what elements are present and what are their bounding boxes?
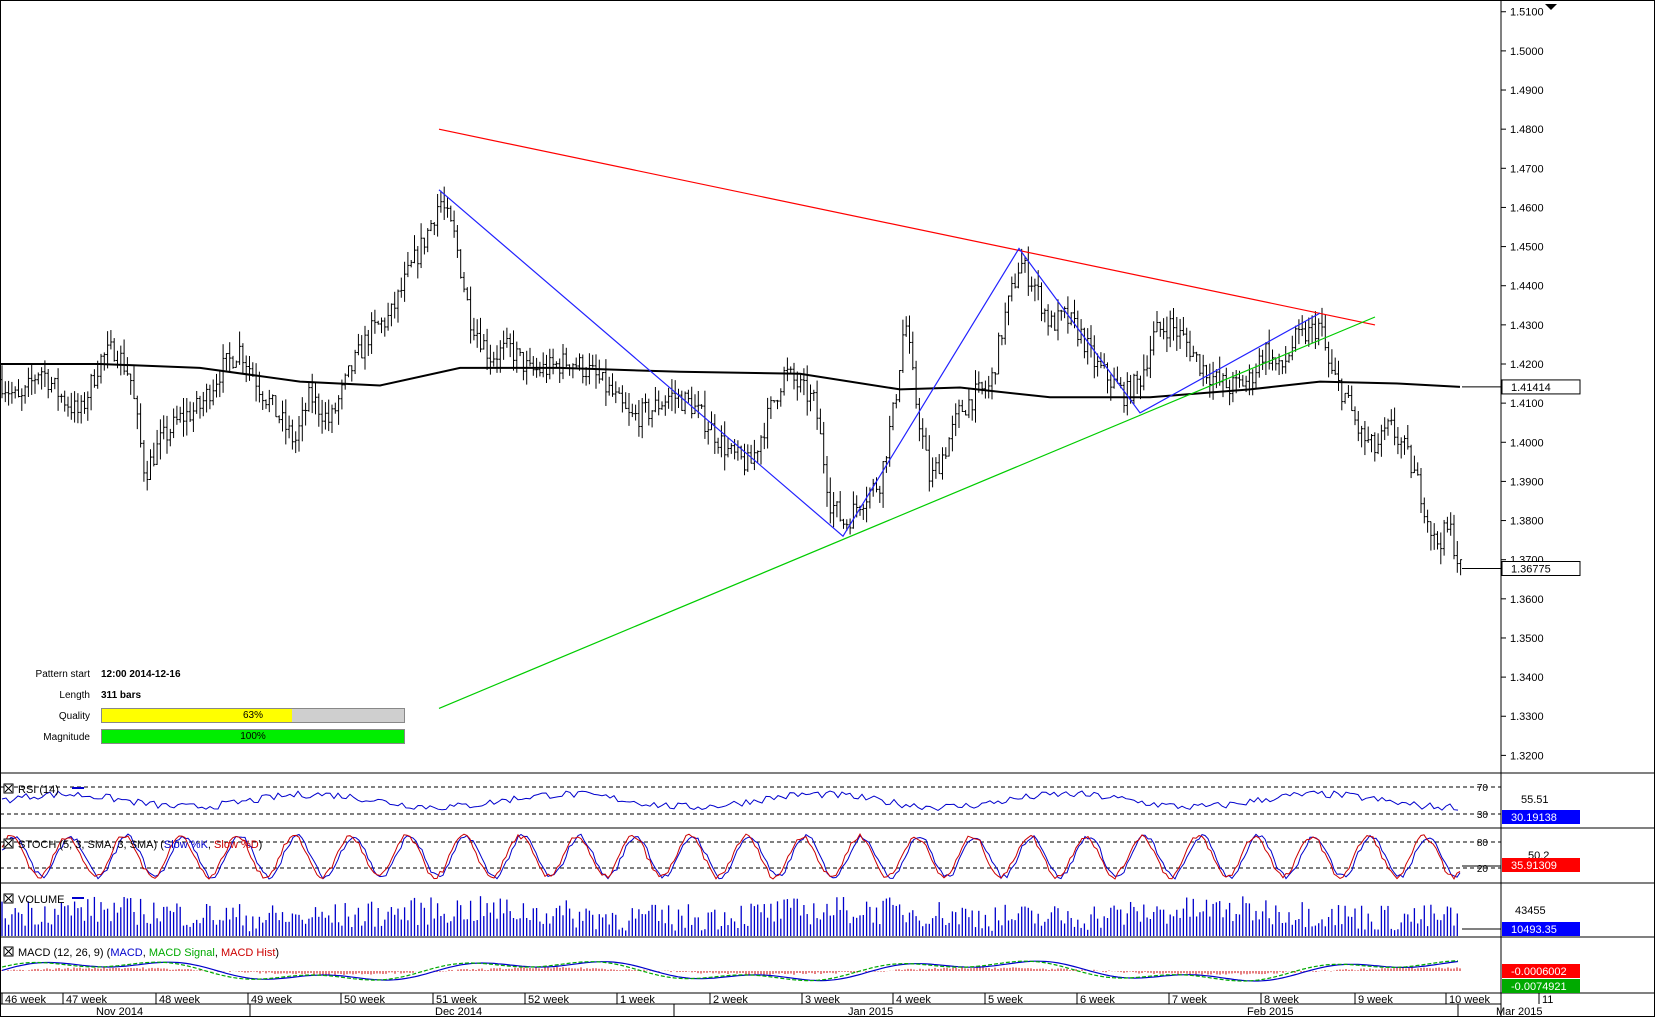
macd-value-box-1 (1502, 964, 1580, 978)
volume-value-box (1502, 922, 1580, 936)
y-tick-label: 1.4300 (1510, 320, 1544, 332)
resistance-line (438, 128, 1376, 326)
week-label: 46 week (5, 994, 46, 1006)
y-tick-label: 1.4500 (1510, 242, 1544, 254)
stoch-value-box (1502, 858, 1580, 872)
scroll-marker-icon (1545, 4, 1557, 10)
macd-line (1, 960, 1459, 982)
magnitude-label: Magnitude (43, 732, 90, 743)
rsi-level-label-30: 30 (1477, 810, 1489, 821)
week-label: 51 week (436, 994, 477, 1006)
rsi-label: RSI (14) (18, 784, 59, 796)
week-label: 48 week (159, 994, 200, 1006)
volume-label: VOLUME (18, 894, 64, 906)
y-tick-label: 1.4200 (1510, 359, 1544, 371)
volume-mid-label: 43455 (1515, 905, 1546, 917)
month-label: Mar 2015 (1496, 1006, 1542, 1017)
stoch-label: STOCH (5, 3, SMA, 3, SMA) (Slow %K, Slow… (18, 839, 262, 851)
rsi-level-label-70: 70 (1477, 783, 1489, 794)
volume-close-icon-x (4, 894, 13, 903)
y-tick-label: 1.4100 (1510, 398, 1544, 410)
week-label: 5 week (988, 994, 1023, 1006)
y-tick-label: 1.5000 (1510, 46, 1544, 58)
moving-average-line (0, 363, 1461, 399)
magnitude-bar-fill (102, 730, 404, 743)
week-label: 3 week (805, 994, 840, 1006)
pattern-length-value: 311 bars (101, 690, 142, 701)
quality-label: Quality (58, 711, 90, 722)
week-label: 2 week (713, 994, 748, 1006)
price-bars (0, 186, 1463, 576)
macd-value-label-2: -0.0074921 (1511, 981, 1567, 993)
rsi-close-icon-x (4, 784, 13, 793)
quality-bar-text: 63% (242, 710, 263, 721)
week-label: 6 week (1080, 994, 1115, 1006)
y-tick-label: 1.4600 (1510, 202, 1544, 214)
week-label: 50 week (344, 994, 385, 1006)
zigzag-line (438, 189, 1321, 538)
week-label: 52 week (528, 994, 569, 1006)
y-tick-label: 1.3600 (1510, 594, 1544, 606)
week-label: 10 week (1449, 994, 1490, 1006)
quality-bar: 63% (101, 708, 405, 723)
y-tick-label: 1.3300 (1510, 711, 1544, 723)
y-tick-label: 1.3900 (1510, 476, 1544, 488)
y-tick-label: 1.4400 (1510, 281, 1544, 293)
week-label: 47 week (66, 994, 107, 1006)
macd-label: MACD (12, 26, 9) (MACD, MACD Signal, MAC… (18, 947, 279, 959)
y-tick-label: 1.4900 (1510, 85, 1544, 97)
week-label: 1 week (620, 994, 655, 1006)
rsi-value-label: 30.19138 (1511, 812, 1557, 824)
rsi-value-box (1502, 810, 1580, 824)
week-label: 9 week (1358, 994, 1393, 1006)
month-label: Nov 2014 (96, 1006, 143, 1017)
reference-price-label: 1.41414 (1511, 382, 1551, 394)
y-tick-label: 1.5100 (1510, 7, 1544, 19)
stoch-value-label: 35.91309 (1511, 860, 1557, 872)
y-tick-label: 1.3400 (1510, 672, 1544, 684)
quality-bar-fill (102, 709, 293, 722)
stoch-slow-k-line (1, 833, 1461, 880)
y-tick-label: 1.3200 (1510, 750, 1544, 762)
week-label: 11 (1542, 994, 1553, 1006)
stoch-level-label-20: 20 (1477, 864, 1489, 875)
magnitude-bar: 100% (101, 729, 405, 744)
week-label: 49 week (251, 994, 292, 1006)
y-tick-label: 1.4000 (1510, 437, 1544, 449)
stoch-slow-d-line (1, 833, 1461, 880)
pattern-length-label: Length (59, 690, 90, 701)
y-tick-label: 1.3500 (1510, 633, 1544, 645)
macd-value-box-2 (1502, 979, 1580, 993)
month-label: Dec 2014 (435, 1006, 482, 1017)
week-label: 8 week (1264, 994, 1299, 1006)
stoch-level-label-80: 80 (1477, 838, 1489, 849)
macd-value-label-1: -0.0006002 (1511, 966, 1567, 978)
y-tick-label: 1.4700 (1510, 163, 1544, 175)
y-tick-label: 1.4800 (1510, 124, 1544, 136)
magnitude-bar-text: 100% (240, 731, 266, 742)
volume-value-label: 10493.35 (1511, 924, 1557, 936)
last-price-label-box (1501, 560, 1581, 576)
stoch-close-icon-x (4, 839, 13, 848)
macd-signal-line (1, 960, 1459, 982)
volume-bars (1, 896, 1458, 936)
rsi-line (1, 790, 1459, 811)
month-label: Feb 2015 (1247, 1006, 1293, 1017)
rsi-mid-label: 55.51 (1521, 794, 1549, 806)
macd-close-icon-x (4, 947, 13, 956)
week-label: 4 week (896, 994, 931, 1006)
reference-price-label-box (1501, 379, 1581, 395)
pattern-start-label: Pattern start (35, 669, 90, 680)
macd-histogram (1, 967, 1461, 975)
y-tick-label: 1.3800 (1510, 516, 1544, 528)
support-line (438, 316, 1376, 709)
week-label: 7 week (1172, 994, 1207, 1006)
last-price-label: 1.36775 (1511, 563, 1551, 575)
month-label: Jan 2015 (848, 1006, 893, 1017)
pattern-start-value: 12:00 2014-12-16 (101, 669, 181, 680)
